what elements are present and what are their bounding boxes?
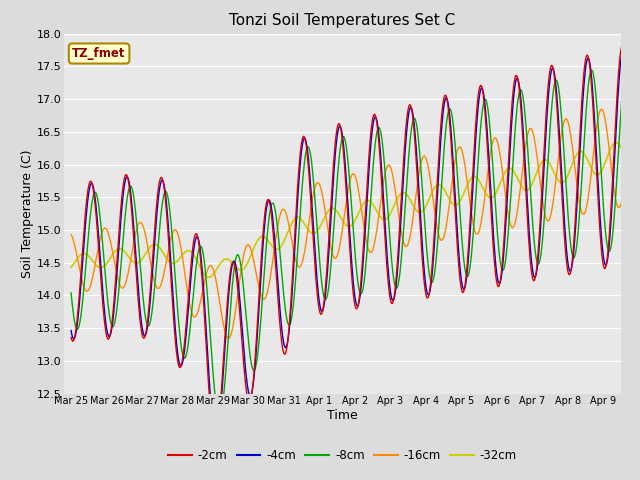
Y-axis label: Soil Temperature (C): Soil Temperature (C) xyxy=(20,149,34,278)
Legend: -2cm, -4cm, -8cm, -16cm, -32cm: -2cm, -4cm, -8cm, -16cm, -32cm xyxy=(163,444,522,467)
Text: TZ_fmet: TZ_fmet xyxy=(72,47,126,60)
X-axis label: Time: Time xyxy=(327,409,358,422)
Title: Tonzi Soil Temperatures Set C: Tonzi Soil Temperatures Set C xyxy=(229,13,456,28)
